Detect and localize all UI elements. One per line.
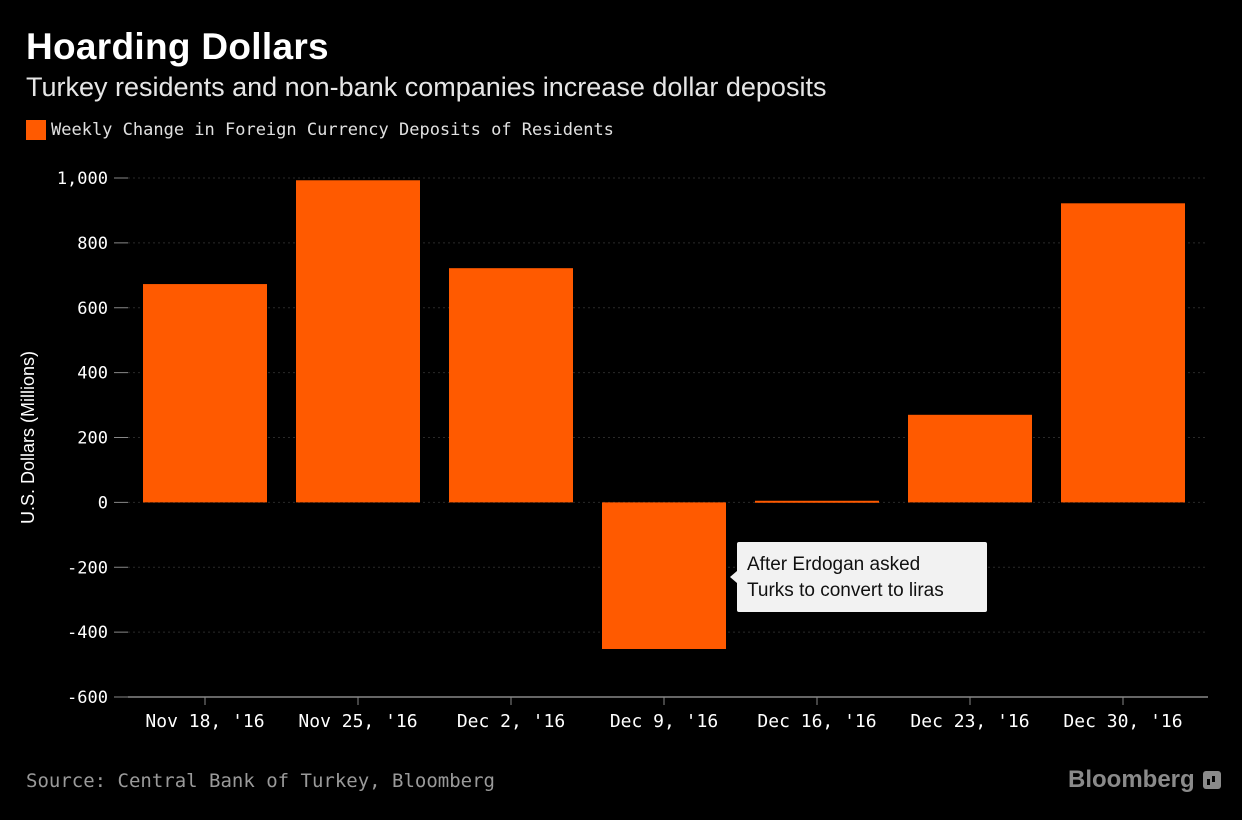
annotation-box [737,542,987,612]
annotation-pointer [730,571,737,583]
annotation-text-line1: After Erdogan asked [747,554,920,575]
x-tick-label: Dec 2, '16 [457,711,565,732]
y-tick-label: 600 [77,299,108,319]
bar [602,502,726,649]
bar [908,414,1032,503]
x-tick-label: Dec 9, '16 [610,711,718,732]
y-tick-label: 800 [77,234,108,254]
source-note: Source: Central Bank of Turkey, Bloomber… [26,770,495,792]
brand-logo: Bloomberg [1068,766,1221,794]
bar-chart: -600 -400 -200 0 200 400 600 800 1,000 U.S. Dolla… [18,169,1208,732]
y-tick-label: -200 [67,558,108,578]
bar [755,500,879,503]
legend-label: Weekly Change in Foreign Currency Deposi… [51,120,614,140]
annotation-text-line2: Turks to convert to liras [747,580,944,601]
chart-title: Hoarding Dollars [26,26,329,67]
x-tick-label: Dec 30, '16 [1063,711,1182,732]
bar [143,284,267,503]
legend: Weekly Change in Foreign Currency Deposi… [26,120,614,140]
y-axis-label: U.S. Dollars (Millions) [18,351,38,524]
bar [449,268,573,503]
brand-name: Bloomberg [1068,766,1195,793]
bar [1061,203,1185,503]
x-tick-label: Dec 23, '16 [910,711,1029,732]
bar [296,180,420,503]
y-tick-label: 0 [98,493,108,513]
x-tick-label: Dec 16, '16 [757,711,876,732]
y-tick-label: 400 [77,364,108,384]
x-tick-label: Nov 25, '16 [298,711,417,732]
y-tick-label: -400 [67,623,108,643]
x-tick-label: Nov 18, '16 [145,711,264,732]
chart-subtitle: Turkey residents and non-bank companies … [26,72,827,102]
y-tick-label: -600 [67,688,108,708]
legend-swatch [26,120,46,140]
chart-icon [1202,771,1221,789]
y-tick-label: 1,000 [57,169,108,189]
y-tick-label: 200 [77,429,108,449]
